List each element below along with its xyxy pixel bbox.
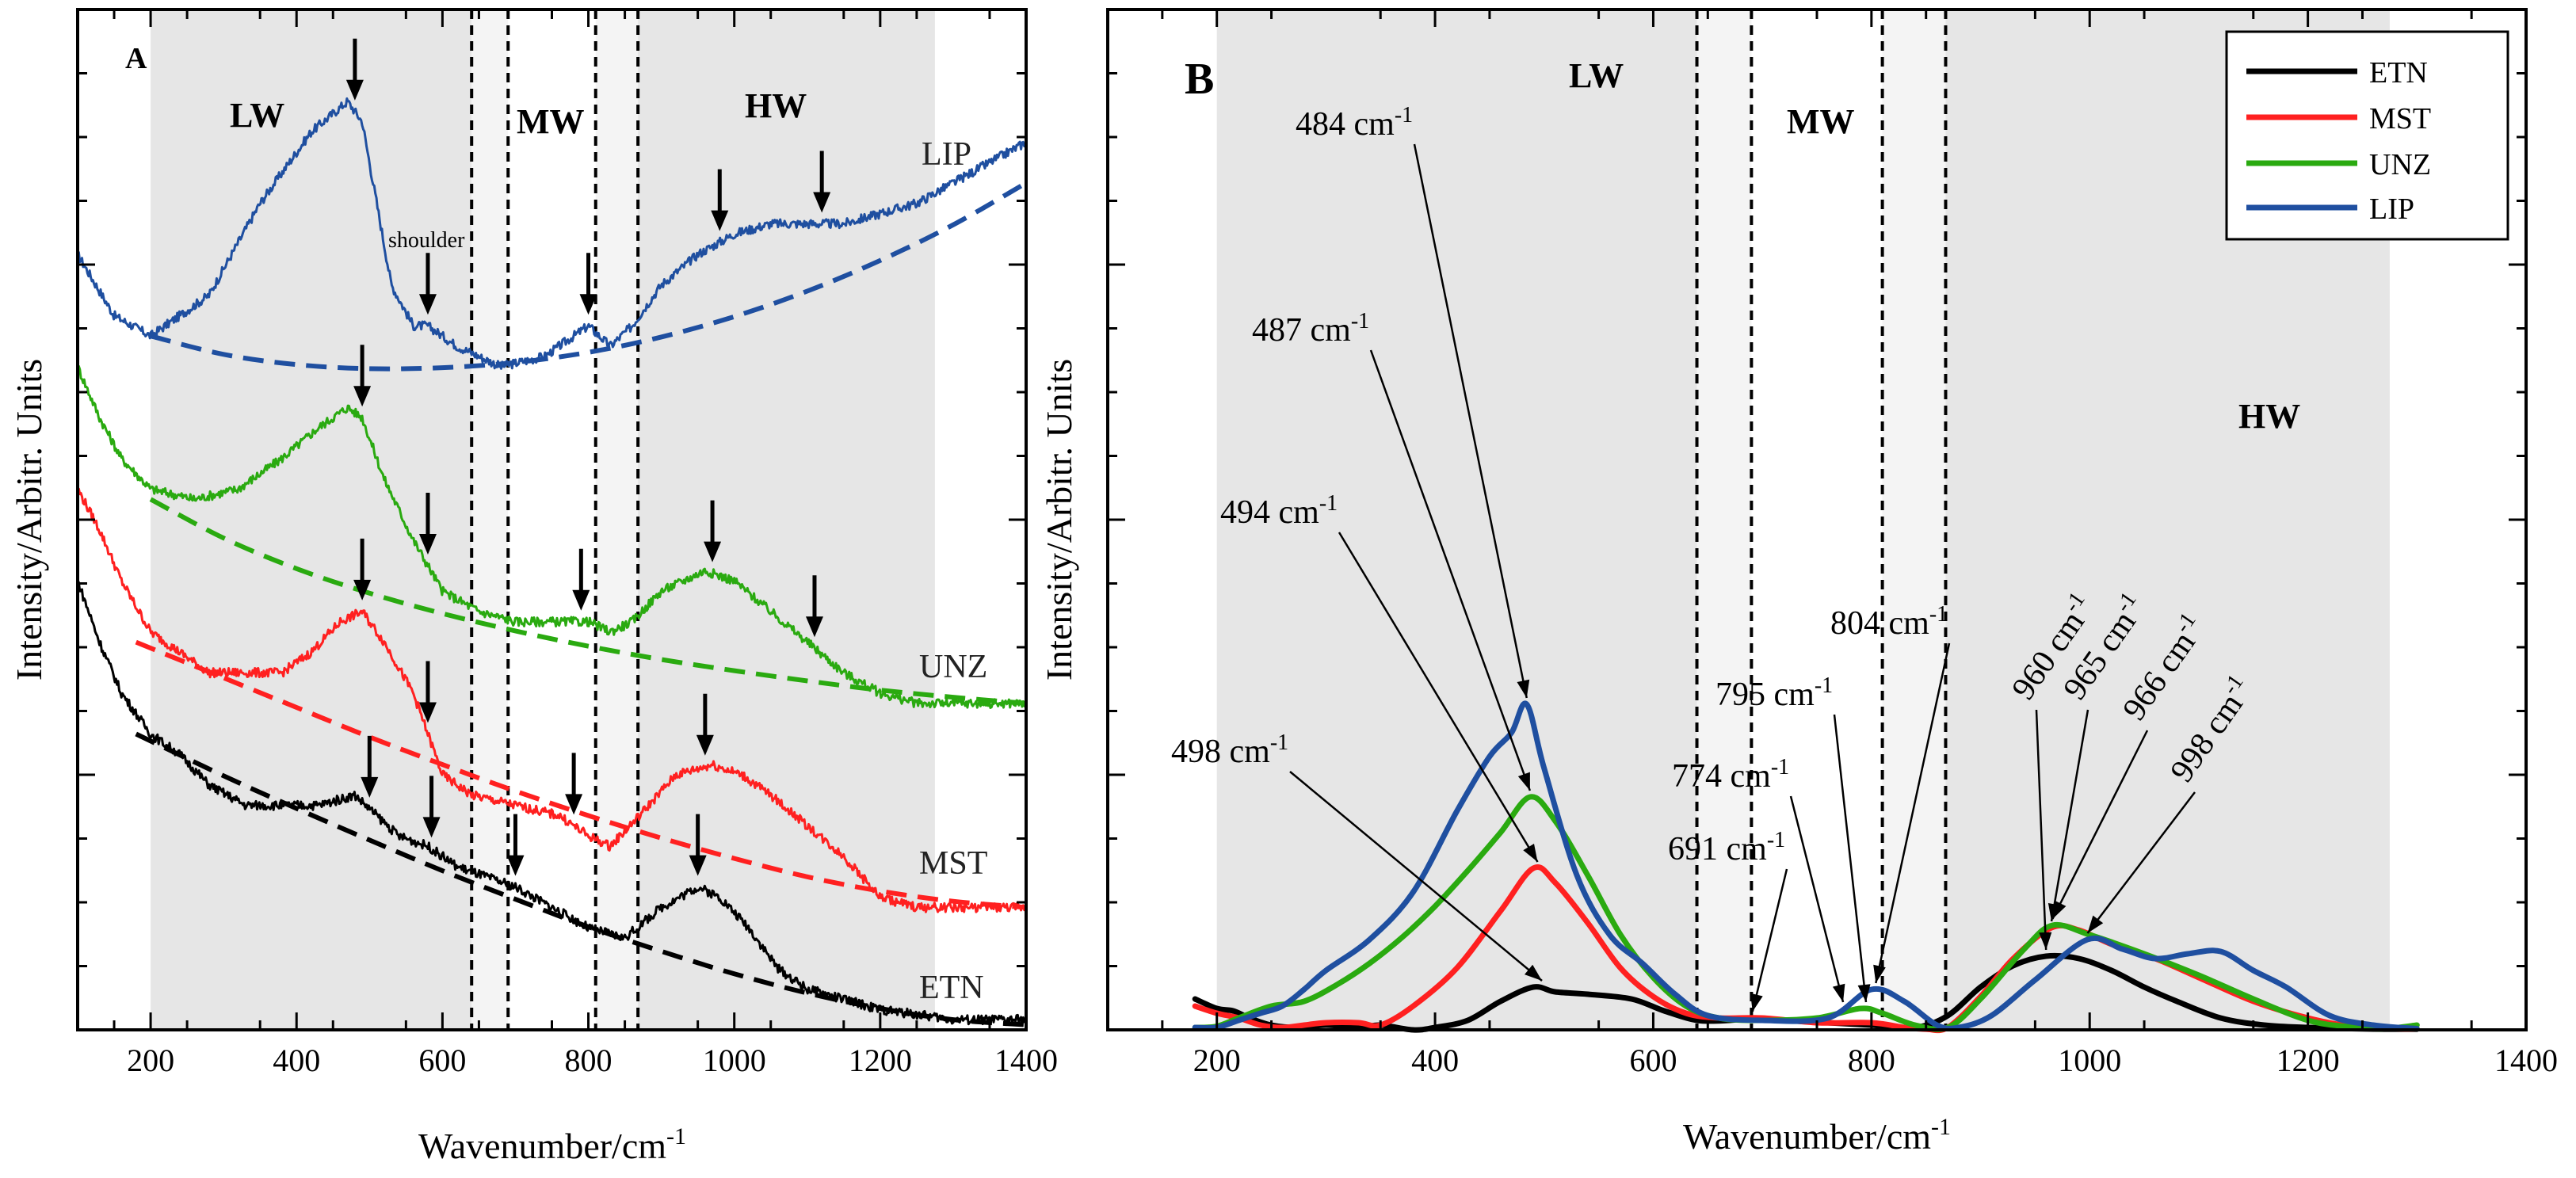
panel-a-peak-arrow-unz-970 <box>704 500 722 562</box>
panel-a-shade-mw-2 <box>595 10 639 1030</box>
panel-a-peak-arrow-etn-700 <box>506 814 525 876</box>
svg-text:Intensity/Arbitr. Units: Intensity/Arbitr. Units <box>9 359 49 680</box>
panel-a-peak-arrow-lip-1120 <box>813 151 831 213</box>
legend-label-lip: LIP <box>2369 193 2414 226</box>
panel-a-label-mst: MST <box>919 845 987 882</box>
panel-a-peak-arrow-lip-980 <box>711 169 729 231</box>
panel-a-y-axis-title: Intensity/Arbitr. Units <box>9 359 49 680</box>
panel-a-xtick-label-600: 600 <box>418 1043 466 1078</box>
panel-b-xtick-label-200: 200 <box>1193 1043 1241 1078</box>
panel-b-xtick-label-800: 800 <box>1848 1043 1895 1078</box>
panel-a-xtick-label-1200: 1200 <box>849 1043 912 1078</box>
panel-a-peak-arrow-mst-580 <box>418 661 437 723</box>
panel-a-xtick-label-400: 400 <box>273 1043 320 1078</box>
panel-a-label-etn: ETN <box>919 970 984 1006</box>
legend-entry-mst: MST <box>2246 102 2431 135</box>
legend-entry-etn: ETN <box>2246 56 2428 90</box>
panel-a-peak-arrow-unz-580 <box>418 492 437 555</box>
panel-a-xtick-label-1400: 1400 <box>994 1043 1058 1078</box>
svg-text:498 cm-1: 498 cm-1 <box>1171 730 1288 770</box>
panel-a-baseline-mst <box>135 639 1027 910</box>
panel-a-peak-arrow-mst-490 <box>353 538 372 600</box>
panel-b-annotation-484: 484 cm-1 <box>1296 103 1530 699</box>
panel-a-peak-arrow-unz-790 <box>572 548 590 611</box>
panel-a-letter: A <box>125 42 147 75</box>
panel-b-shade-lw <box>1216 10 1697 1030</box>
panel-b-mw-label: MW <box>1787 102 1855 141</box>
svg-text:487 cm-1: 487 cm-1 <box>1252 309 1369 349</box>
panel-b-annotation-774: 774 cm-1 <box>1672 755 1845 1003</box>
panel-b-annotation-498: 498 cm-1 <box>1171 730 1543 982</box>
panel-b-xtick-label-1200: 1200 <box>2276 1043 2340 1078</box>
panel-a-peak-arrow-mst-780 <box>565 753 583 815</box>
shoulder-label: shoulder <box>388 228 465 253</box>
panel-a-spectrum-mst <box>76 487 1026 913</box>
panel-a-hw-label: HW <box>745 86 807 125</box>
panel-b-letter: B <box>1185 55 1214 104</box>
legend-box <box>2225 30 2509 241</box>
panel-a-peak-arrow-lip-480 <box>345 38 364 101</box>
panel-a-spectrum-lip <box>76 97 1026 370</box>
panel-a-baseline-unz <box>149 497 1027 706</box>
panel-b-xtick-label-1000: 1000 <box>2058 1043 2121 1078</box>
svg-text:691 cm-1: 691 cm-1 <box>1668 828 1785 867</box>
panel-a-shade-lw <box>151 10 472 1030</box>
svg-text:Intensity/Arbitr. Units: Intensity/Arbitr. Units <box>1039 359 1079 680</box>
panel-a-spectrum-unz <box>76 364 1026 709</box>
panel-a-xtick-label-800: 800 <box>565 1043 613 1078</box>
panel-a-peak-arrow-lip-800 <box>579 253 597 315</box>
svg-text:774 cm-1: 774 cm-1 <box>1672 755 1789 795</box>
panel-a-label-unz: UNZ <box>919 649 987 685</box>
legend-entry-lip: LIP <box>2246 193 2414 226</box>
panel-b-shade-mw <box>1696 10 1752 1030</box>
panel-a-shade-mw <box>471 10 509 1030</box>
panel-a-peak-arrow-etn-500 <box>361 735 379 798</box>
svg-text:494 cm-1: 494 cm-1 <box>1220 491 1338 531</box>
panel-b-spectrum-lip <box>1192 700 2420 1031</box>
svg-text:484 cm-1: 484 cm-1 <box>1296 103 1413 143</box>
panel-b-annotation-494: 494 cm-1 <box>1220 491 1539 863</box>
panel-a-xtick-label-200: 200 <box>127 1043 174 1078</box>
panel-b-hw-label: HW <box>2238 397 2300 436</box>
panel-a-label-lip: LIP <box>922 136 971 173</box>
panel-a-x-axis-title: Wavenumber/cm-1 <box>418 1123 686 1166</box>
panel-b-annotation-487: 487 cm-1 <box>1252 309 1532 791</box>
svg-text:804 cm-1: 804 cm-1 <box>1830 602 1948 642</box>
panel-b-shade-mw-2 <box>1882 10 1946 1030</box>
panel-b-annotation-795: 795 cm-1 <box>1715 673 1871 1003</box>
legend-label-unz: UNZ <box>2369 148 2431 181</box>
panel-b-xtick-label-400: 400 <box>1411 1043 1459 1078</box>
panel-a-lw-label: LW <box>230 96 284 135</box>
panel-b: 484 cm-1 487 cm-1 494 cm-1 498 cm-1 691 cm-1… <box>1039 8 2558 1157</box>
panel-a-peak-arrow-unz-490 <box>353 345 372 407</box>
panel-a: 200 400 600 800 1000 1200 1400 A LW MW HW shou… <box>9 8 1058 1166</box>
panel-a-xtick-label-1000: 1000 <box>703 1043 766 1078</box>
panel-b-annotation-804: 804 cm-1 <box>1830 602 1951 984</box>
panel-a-peak-arrow-lip-580 <box>418 253 437 315</box>
legend-label-mst: MST <box>2369 102 2431 135</box>
panel-a-shade-hw <box>638 10 935 1030</box>
panel-a-peak-arrow-etn-585 <box>422 776 441 838</box>
panel-b-lw-label: LW <box>1569 56 1624 95</box>
panel-b-xtick-label-600: 600 <box>1629 1043 1677 1078</box>
legend-entry-unz: UNZ <box>2246 148 2431 181</box>
panel-b-annotation-691: 691 cm-1 <box>1668 828 1788 1012</box>
legend: ETN MST UNZ LIP <box>2225 30 2509 241</box>
svg-text:795 cm-1: 795 cm-1 <box>1715 673 1833 713</box>
panel-b-xtick-label-1400: 1400 <box>2494 1043 2558 1078</box>
legend-label-etn: ETN <box>2369 56 2428 90</box>
panel-a-mw-label: MW <box>517 102 585 141</box>
panel-a-peak-arrow-etn-950 <box>689 814 707 876</box>
panel-a-spectrum-etn <box>76 579 1027 1026</box>
panel-b-y-axis-title: Intensity/Arbitr. Units <box>1039 359 1079 680</box>
panel-a-peak-arrow-unz-1110 <box>805 575 823 638</box>
panel-a-peak-arrow-mst-960 <box>696 693 714 756</box>
panel-b-x-axis-title: Wavenumber/cm-1 <box>1683 1114 1951 1157</box>
